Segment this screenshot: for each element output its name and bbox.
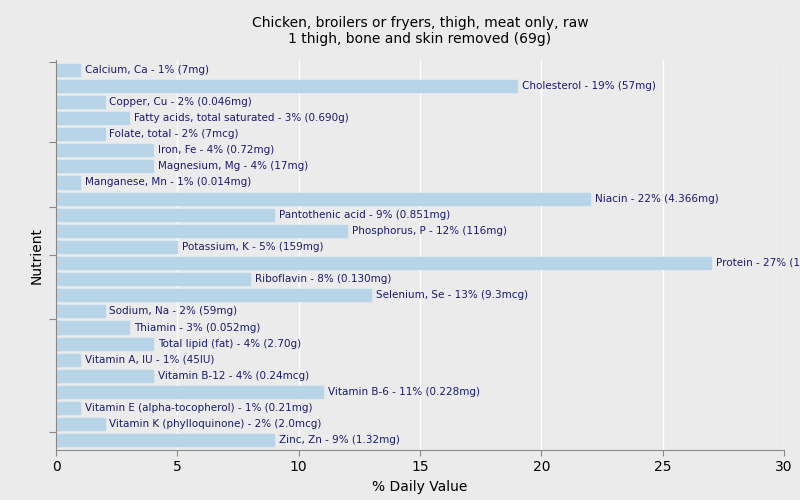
Text: Fatty acids, total saturated - 3% (0.690g): Fatty acids, total saturated - 3% (0.690… [134, 113, 349, 123]
Text: Copper, Cu - 2% (0.046mg): Copper, Cu - 2% (0.046mg) [110, 97, 252, 107]
X-axis label: % Daily Value: % Daily Value [372, 480, 468, 494]
Bar [56, 322, 129, 334]
Text: Vitamin K (phylloquinone) - 2% (2.0mcg): Vitamin K (phylloquinone) - 2% (2.0mcg) [110, 419, 322, 429]
Text: Cholesterol - 19% (57mg): Cholesterol - 19% (57mg) [522, 81, 656, 91]
Bar [56, 370, 153, 382]
Y-axis label: Nutrient: Nutrient [30, 226, 43, 283]
Text: Magnesium, Mg - 4% (17mg): Magnesium, Mg - 4% (17mg) [158, 162, 308, 172]
Bar [56, 338, 153, 349]
Bar [56, 64, 80, 76]
Bar [56, 192, 590, 204]
Bar [56, 289, 371, 302]
Bar [56, 402, 80, 414]
Bar [56, 354, 80, 366]
Bar [56, 306, 105, 318]
Bar [56, 160, 153, 172]
Text: Sodium, Na - 2% (59mg): Sodium, Na - 2% (59mg) [110, 306, 238, 316]
Bar [56, 112, 129, 124]
Title: Chicken, broilers or fryers, thigh, meat only, raw
1 thigh, bone and skin remove: Chicken, broilers or fryers, thigh, meat… [252, 16, 588, 46]
Bar [56, 80, 517, 92]
Text: Protein - 27% (13.56g): Protein - 27% (13.56g) [716, 258, 800, 268]
Text: Calcium, Ca - 1% (7mg): Calcium, Ca - 1% (7mg) [85, 64, 209, 74]
Bar [56, 225, 347, 237]
Text: Potassium, K - 5% (159mg): Potassium, K - 5% (159mg) [182, 242, 324, 252]
Text: Folate, total - 2% (7mcg): Folate, total - 2% (7mcg) [110, 129, 239, 139]
Text: Niacin - 22% (4.366mg): Niacin - 22% (4.366mg) [594, 194, 718, 203]
Bar [56, 96, 105, 108]
Text: Iron, Fe - 4% (0.72mg): Iron, Fe - 4% (0.72mg) [158, 145, 274, 155]
Bar [56, 128, 105, 140]
Bar [56, 434, 274, 446]
Bar [56, 386, 323, 398]
Text: Thiamin - 3% (0.052mg): Thiamin - 3% (0.052mg) [134, 322, 260, 332]
Text: Zinc, Zn - 9% (1.32mg): Zinc, Zn - 9% (1.32mg) [279, 436, 400, 446]
Text: Phosphorus, P - 12% (116mg): Phosphorus, P - 12% (116mg) [352, 226, 507, 236]
Bar [56, 176, 80, 188]
Bar [56, 418, 105, 430]
Text: Vitamin E (alpha-tocopherol) - 1% (0.21mg): Vitamin E (alpha-tocopherol) - 1% (0.21m… [85, 403, 313, 413]
Text: Vitamin B-6 - 11% (0.228mg): Vitamin B-6 - 11% (0.228mg) [328, 387, 480, 397]
Bar [56, 144, 153, 156]
Text: Vitamin B-12 - 4% (0.24mcg): Vitamin B-12 - 4% (0.24mcg) [158, 371, 309, 381]
Text: Manganese, Mn - 1% (0.014mg): Manganese, Mn - 1% (0.014mg) [85, 178, 251, 188]
Bar [56, 208, 274, 221]
Text: Riboflavin - 8% (0.130mg): Riboflavin - 8% (0.130mg) [255, 274, 391, 284]
Bar [56, 273, 250, 285]
Text: Total lipid (fat) - 4% (2.70g): Total lipid (fat) - 4% (2.70g) [158, 338, 301, 348]
Text: Selenium, Se - 13% (9.3mcg): Selenium, Se - 13% (9.3mcg) [376, 290, 529, 300]
Text: Vitamin A, IU - 1% (45IU): Vitamin A, IU - 1% (45IU) [85, 355, 214, 365]
Bar [56, 241, 178, 253]
Text: Pantothenic acid - 9% (0.851mg): Pantothenic acid - 9% (0.851mg) [279, 210, 450, 220]
Bar [56, 257, 711, 269]
